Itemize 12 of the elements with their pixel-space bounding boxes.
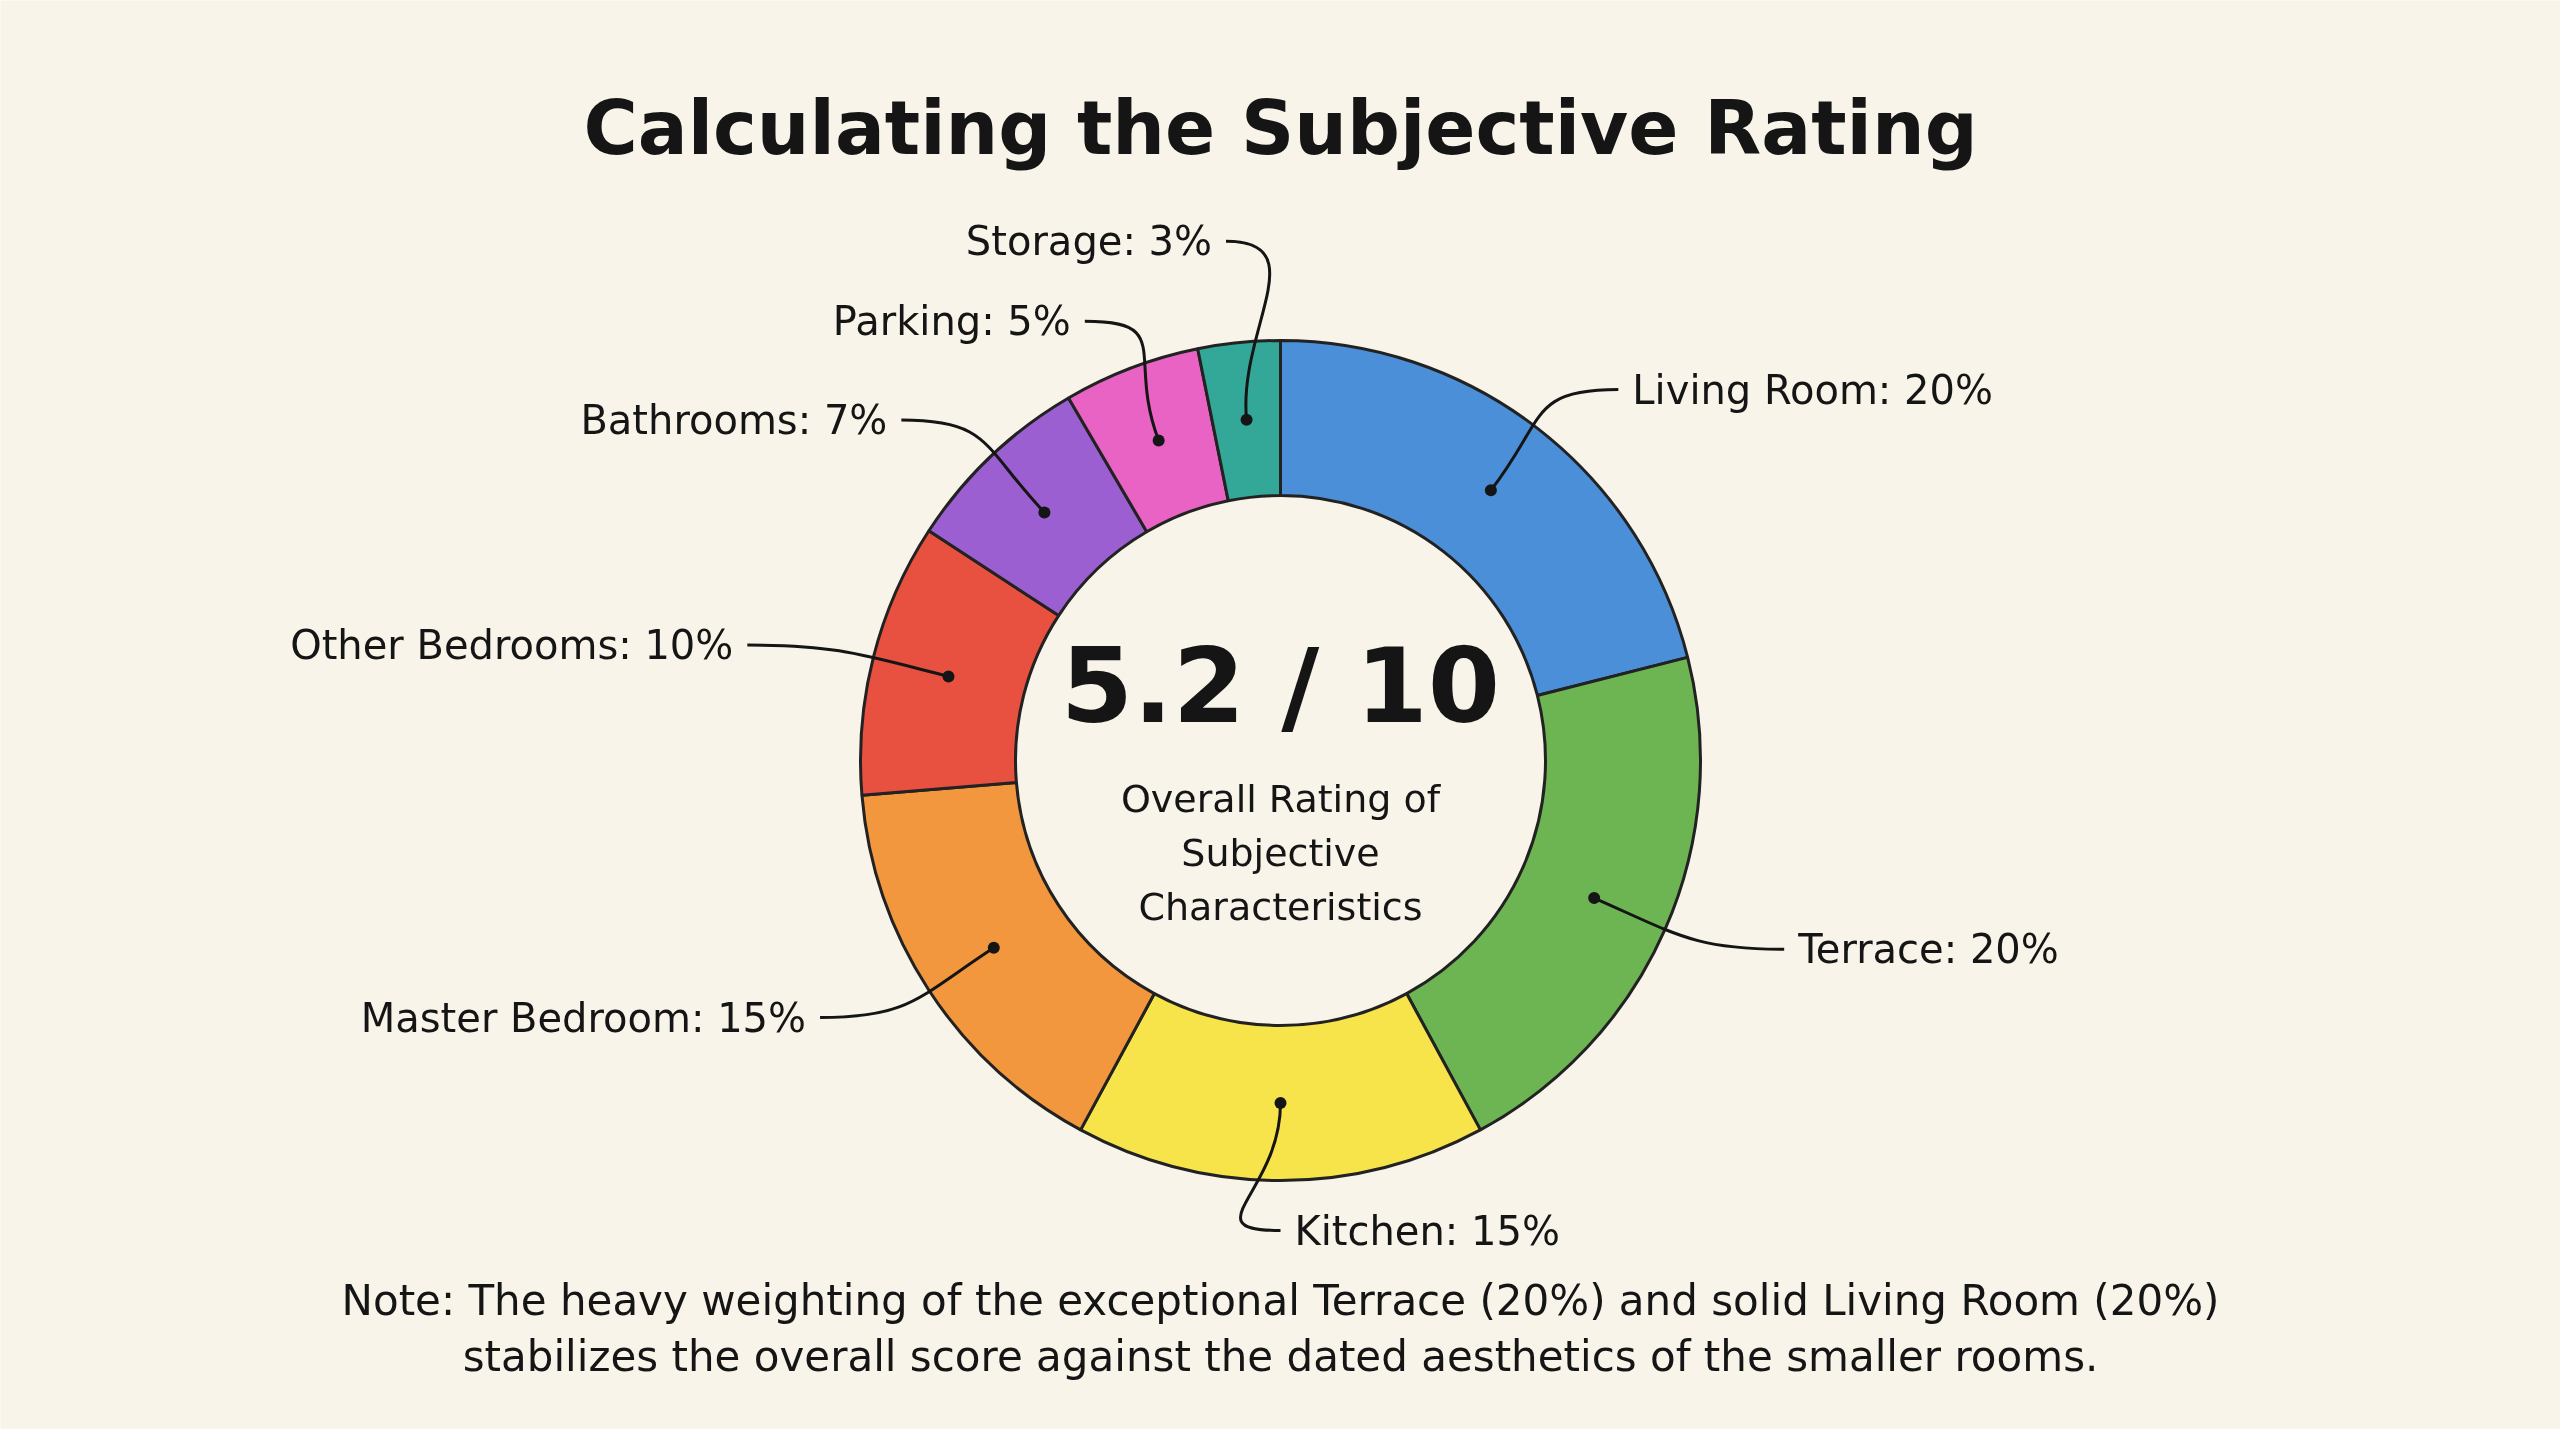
slice-label: Living Room: 20%: [1632, 366, 1993, 413]
slice-label: Parking: 5%: [832, 298, 1071, 345]
chart-title: Calculating the Subjective Rating: [583, 84, 1978, 171]
text: Note: The heavy weighting of the exceptional Terrace (20%) and solid Living Room (20%) stabilizes the overall score against the dated aesthetics of the smaller rooms.: [341, 1276, 2220, 1381]
slice-label: Bathrooms: 7%: [580, 397, 888, 444]
text: 5.2 / 10: [1060, 624, 1501, 747]
slice-label: Storage: 3%: [965, 218, 1213, 265]
slice-label: Terrace: 20%: [1797, 926, 2059, 973]
slice-label: Kitchen: 15%: [1294, 1207, 1560, 1254]
slice-label: Master Bedroom: 15%: [360, 994, 807, 1041]
text: Overall Rating of Subjective Characteristics: [1120, 776, 1442, 929]
slice-label: Other Bedrooms: 10%: [290, 622, 734, 669]
